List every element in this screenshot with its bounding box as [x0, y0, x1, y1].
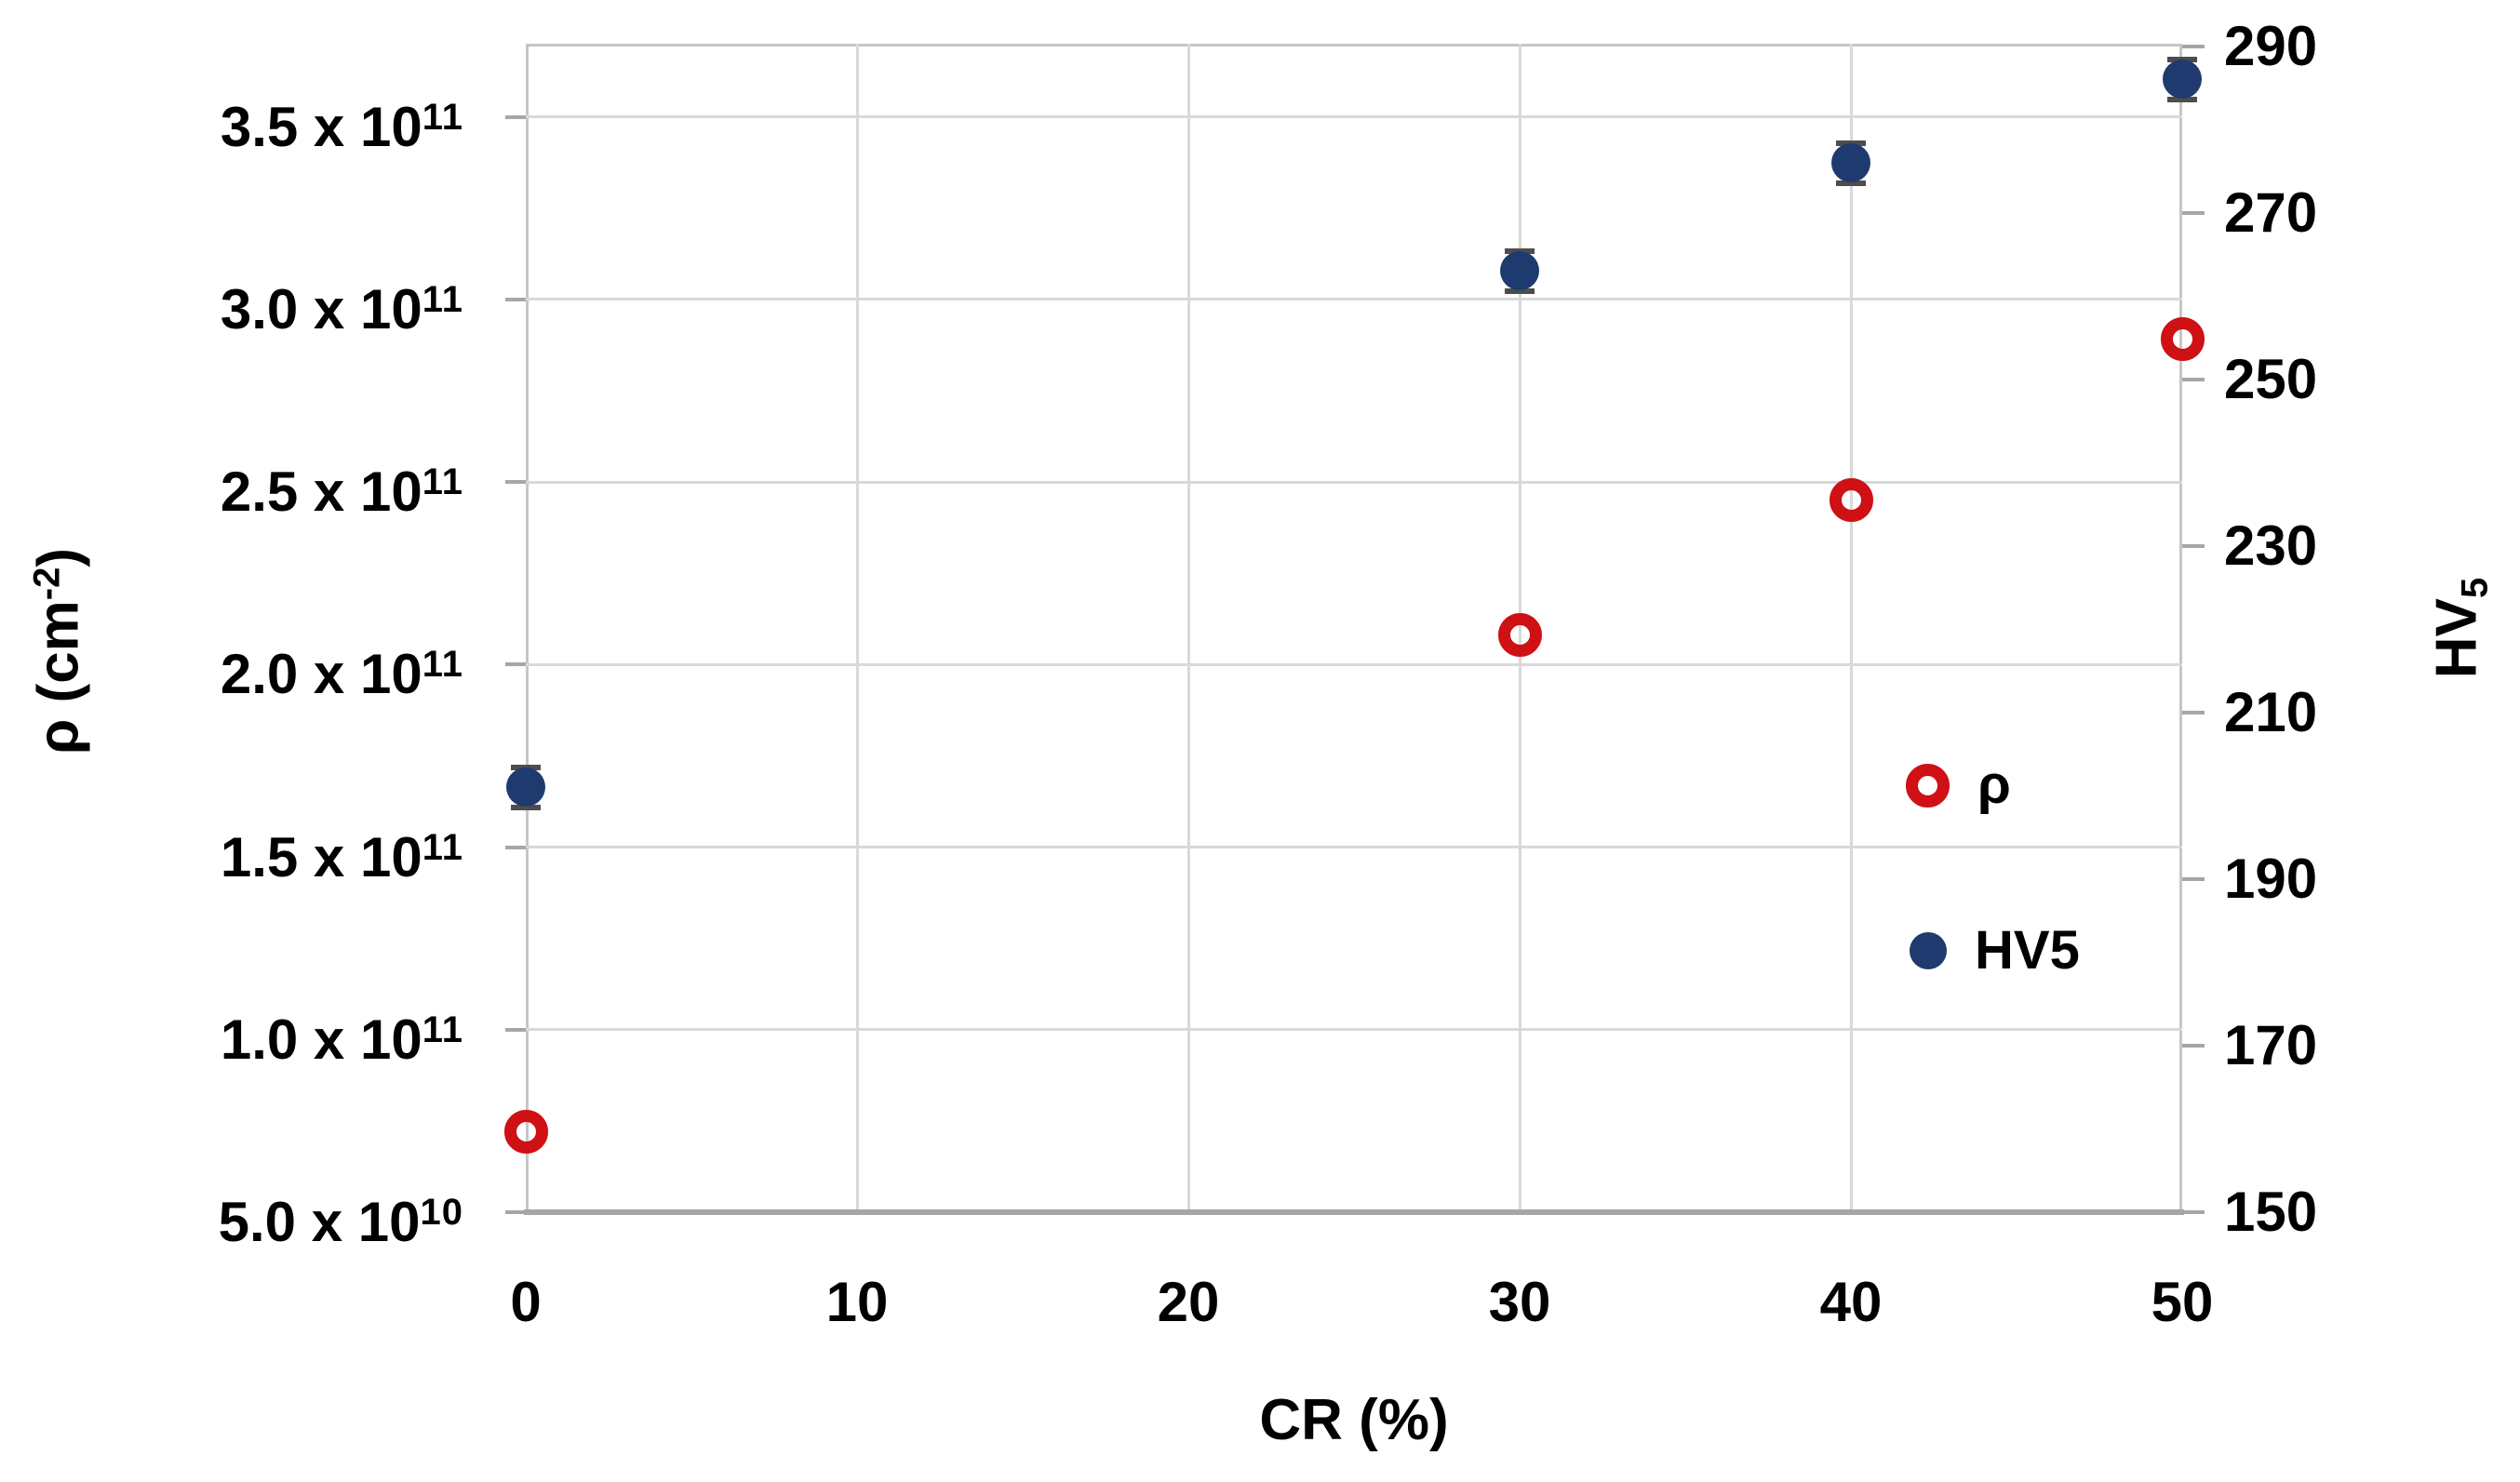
error-bar-cap — [2167, 57, 2197, 62]
y-right-tick-mark — [2182, 1043, 2205, 1048]
y-right-tick-label: 190 — [2224, 847, 2318, 910]
data-point-rho — [1497, 613, 1542, 658]
error-bar-cap — [1505, 247, 1535, 254]
y-right-tick-label: 230 — [2224, 514, 2318, 577]
gridline-horizontal — [526, 298, 2182, 301]
x-axis-title: CR (%) — [1259, 1388, 1449, 1452]
y-left-tick-mark — [505, 662, 526, 667]
y-right-tick-mark — [2182, 44, 2205, 48]
gridline-horizontal — [526, 846, 2182, 848]
y-left-axis-title: ρ (cm-2) — [26, 547, 91, 755]
x-tick-label: 50 — [2151, 1271, 2214, 1333]
legend-item-hv5: HV5 — [1910, 924, 2080, 978]
x-tick-label: 30 — [1488, 1271, 1551, 1333]
y-left-tick-label: 1.0 x 1011 — [220, 1008, 463, 1071]
x-tick-label: 40 — [1819, 1271, 1883, 1333]
error-bar-cap — [2167, 96, 2197, 102]
gridline-vertical — [1849, 44, 1853, 1212]
gridline-horizontal — [526, 662, 2182, 666]
y-right-tick-mark — [2182, 377, 2205, 381]
gridline-vertical — [855, 44, 859, 1212]
x-tick-label: 20 — [1157, 1271, 1220, 1333]
gridline-horizontal — [526, 480, 2182, 484]
y-left-tick-label: 5.0 x 1010 — [218, 1191, 463, 1253]
data-point-rho — [2160, 317, 2205, 362]
error-bar-cap — [1836, 140, 1866, 146]
data-point-hv5 — [506, 768, 545, 808]
y-left-axis-title-superscript: -2 — [26, 567, 68, 601]
data-point-hv5 — [1500, 251, 1539, 291]
x-axis-line — [524, 1209, 2184, 1215]
x-tick-label: 10 — [825, 1271, 889, 1333]
gridline-vertical — [1186, 44, 1190, 1212]
data-point-rho — [1829, 478, 1873, 523]
y-right-tick-mark — [2182, 543, 2205, 548]
data-point-hv5 — [2163, 60, 2202, 100]
y-right-axis-title: HV5 — [2424, 577, 2496, 679]
y-right-tick-label: 150 — [2224, 1181, 2318, 1243]
y-right-tick-mark — [2182, 210, 2205, 215]
y-right-tick-mark — [2182, 710, 2205, 714]
plot-area — [526, 44, 2182, 1212]
error-bar-cap — [1505, 287, 1535, 294]
y-left-tick-label: 2.0 x 1011 — [220, 643, 463, 706]
y-left-tick-mark — [505, 114, 526, 119]
y-right-tick-label: 270 — [2224, 180, 2318, 244]
legend-label-hv5: HV5 — [1975, 920, 2080, 981]
y-left-tick-mark — [505, 1210, 526, 1214]
y-left-tick-mark — [505, 845, 526, 849]
y-right-tick-mark — [2182, 876, 2205, 881]
y-left-tick-mark — [505, 480, 526, 484]
rho-open-circle-icon — [1906, 763, 1950, 808]
gridline-horizontal — [526, 1028, 2182, 1032]
legend-item-rho: ρ — [1906, 758, 2011, 812]
y-right-tick-label: 250 — [2224, 347, 2318, 410]
y-left-tick-mark — [505, 297, 526, 301]
data-point-rho — [503, 1110, 548, 1155]
error-bar-cap — [511, 764, 541, 770]
data-point-hv5 — [1831, 143, 1870, 183]
hv5-filled-circle-icon — [1910, 932, 1947, 969]
y-right-tick-label: 210 — [2224, 680, 2318, 743]
x-tick-label: 0 — [510, 1271, 542, 1333]
y-left-tick-label: 3.0 x 1011 — [220, 277, 463, 340]
error-bar-cap — [1836, 180, 1866, 186]
y-right-tick-mark — [2182, 1210, 2205, 1214]
y-left-tick-label: 2.5 x 1011 — [220, 461, 463, 523]
y-right-axis-title-subscript: 5 — [2454, 577, 2496, 599]
y-left-tick-label: 3.5 x 1011 — [220, 95, 463, 158]
y-right-tick-label: 170 — [2224, 1013, 2318, 1076]
gridline-horizontal — [526, 115, 2182, 118]
legend-label-rho: ρ — [1977, 754, 2011, 815]
error-bar-cap — [511, 804, 541, 810]
y-left-tick-label: 1.5 x 1011 — [220, 825, 463, 888]
y-left-tick-mark — [505, 1027, 526, 1032]
y-right-tick-label: 290 — [2224, 14, 2318, 77]
